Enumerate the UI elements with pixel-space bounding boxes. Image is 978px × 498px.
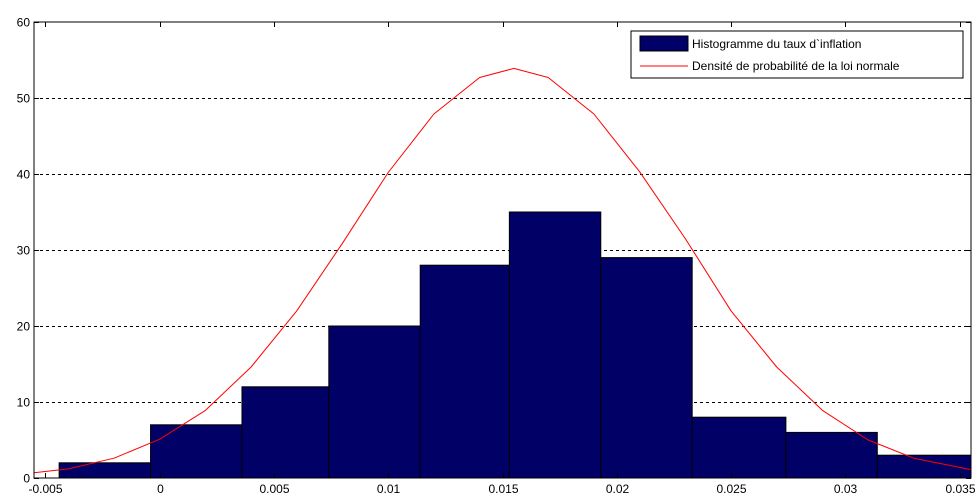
x-tick-label: 0.03 xyxy=(834,482,858,496)
histogram-bars xyxy=(58,211,972,479)
histogram-bar xyxy=(508,211,602,479)
x-tick-label: 0.005 xyxy=(259,482,289,496)
histogram-bar xyxy=(785,431,878,479)
histogram-bar xyxy=(691,416,787,479)
histogram-bar xyxy=(58,462,152,479)
histogram-bar xyxy=(600,257,693,479)
y-tick-label: 20 xyxy=(17,320,31,334)
y-tick-label: 50 xyxy=(17,92,31,106)
normal-density-curve xyxy=(33,67,972,474)
y-tick-label: 60 xyxy=(17,16,31,30)
y-tick-label: 0 xyxy=(23,472,30,486)
legend: Histogramme du taux d`inflation Densité … xyxy=(630,30,964,79)
x-tick-label: 0.02 xyxy=(606,482,630,496)
legend-bar-swatch xyxy=(639,35,689,52)
density-line xyxy=(33,67,972,474)
y-tick-label: 30 xyxy=(17,244,31,258)
x-tick-label: -0.005 xyxy=(28,482,62,496)
x-tick-label: 0.025 xyxy=(716,482,746,496)
x-tick-label: 0.01 xyxy=(377,482,401,496)
y-tick-label: 40 xyxy=(17,168,31,182)
legend-label-histogram: Histogramme du taux d`inflation xyxy=(692,37,861,51)
histogram-bar xyxy=(241,386,330,479)
histogram-bar xyxy=(150,424,243,479)
x-tick-label: 0 xyxy=(157,482,164,496)
histogram-bar xyxy=(328,325,421,479)
histogram-bar xyxy=(419,264,510,479)
y-tick-label: 10 xyxy=(17,396,31,410)
x-tick-label: 0.015 xyxy=(488,482,518,496)
x-tick-label: 0.035 xyxy=(945,482,975,496)
legend-label-density: Densité de probabilité de la loi normale xyxy=(692,59,900,73)
